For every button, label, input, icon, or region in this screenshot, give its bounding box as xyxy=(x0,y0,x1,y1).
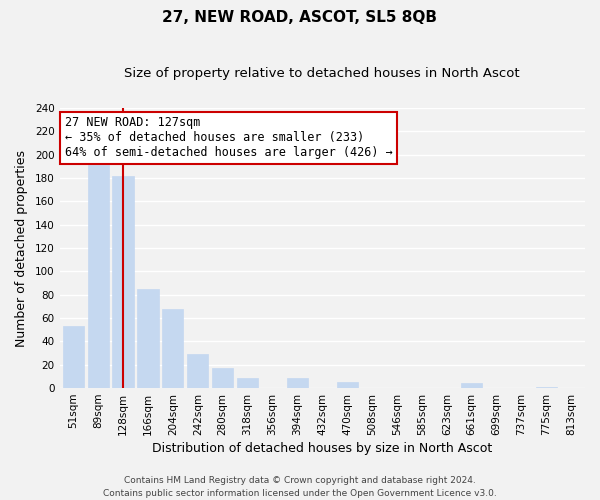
X-axis label: Distribution of detached houses by size in North Ascot: Distribution of detached houses by size … xyxy=(152,442,493,455)
Bar xyxy=(287,378,308,388)
Bar xyxy=(88,165,109,388)
Title: Size of property relative to detached houses in North Ascot: Size of property relative to detached ho… xyxy=(124,68,520,80)
Bar xyxy=(162,308,184,388)
Bar xyxy=(536,387,557,388)
Text: 27 NEW ROAD: 127sqm
← 35% of detached houses are smaller (233)
64% of semi-detac: 27 NEW ROAD: 127sqm ← 35% of detached ho… xyxy=(65,116,392,160)
Bar xyxy=(461,384,482,388)
Bar xyxy=(337,382,358,388)
Text: Contains HM Land Registry data © Crown copyright and database right 2024.
Contai: Contains HM Land Registry data © Crown c… xyxy=(103,476,497,498)
Y-axis label: Number of detached properties: Number of detached properties xyxy=(15,150,28,346)
Text: 27, NEW ROAD, ASCOT, SL5 8QB: 27, NEW ROAD, ASCOT, SL5 8QB xyxy=(163,10,437,25)
Bar xyxy=(237,378,258,388)
Bar xyxy=(187,354,208,388)
Bar xyxy=(112,176,134,388)
Bar xyxy=(212,368,233,388)
Bar xyxy=(137,289,158,388)
Bar xyxy=(62,326,84,388)
